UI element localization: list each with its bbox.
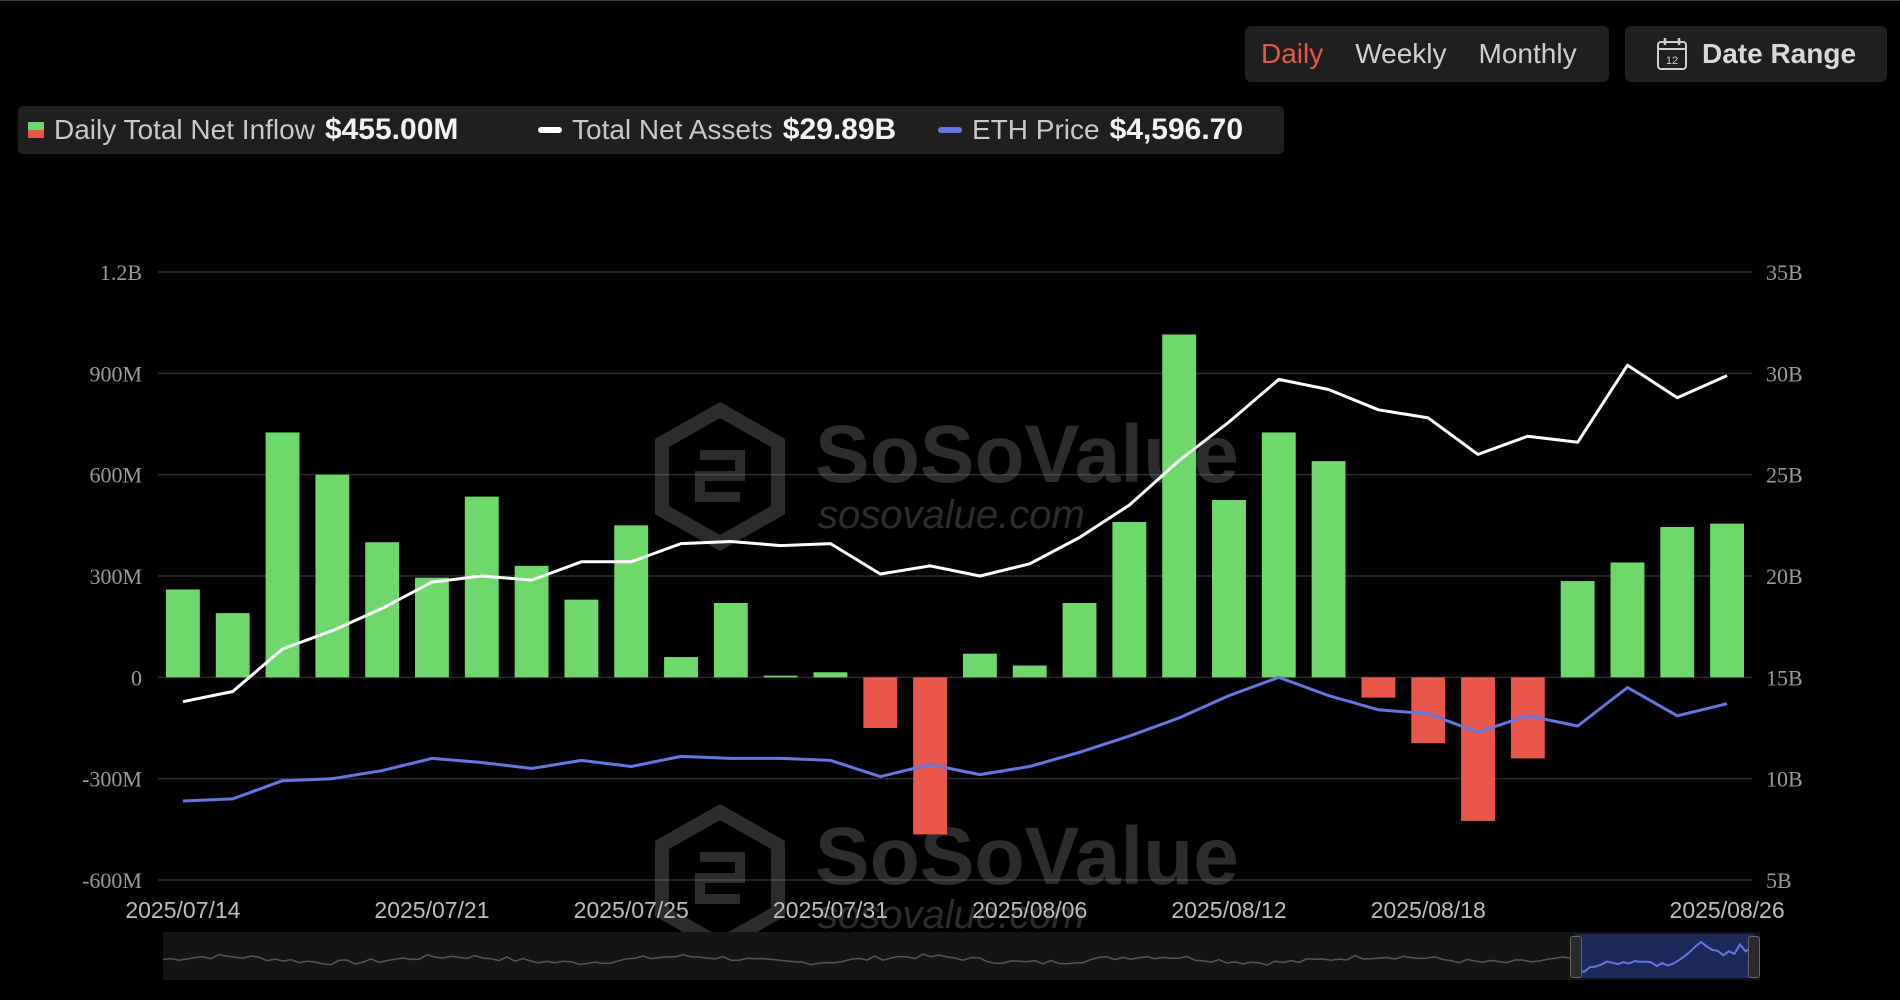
inflow-bars xyxy=(165,334,1745,835)
inflow-bar xyxy=(1610,562,1645,678)
left-axis-tick-label: 900M xyxy=(89,361,142,386)
x-axis-tick-label: 2025/08/12 xyxy=(1171,897,1286,923)
x-axis-tick-label: 2025/08/06 xyxy=(972,897,1087,923)
period-weekly-button[interactable]: Weekly xyxy=(1355,38,1447,69)
watermark-domain: sosovalue.com xyxy=(818,493,1085,537)
x-axis-tick-label: 2025/07/31 xyxy=(773,897,888,923)
range-navigator[interactable] xyxy=(162,932,1760,980)
x-axis-tick-label: 2025/08/18 xyxy=(1371,897,1486,923)
x-axis-tick-label: 2025/07/21 xyxy=(374,897,489,923)
right-axis-tick-label: 20B xyxy=(1766,564,1803,589)
legend-label: Total Net Assets xyxy=(572,114,773,145)
navigator-selection[interactable] xyxy=(1575,934,1755,978)
navigator-selection-sparkline xyxy=(1578,940,1752,973)
inflow-bar xyxy=(813,672,848,678)
axis-labels: 1.2B 35B 900M 30B 600M 25B 300M 20B 0 15B -300M 10B… xyxy=(82,260,1803,923)
inflow-bar xyxy=(1212,500,1246,678)
eth-price-line xyxy=(182,675,1728,803)
x-axis-tick-label: 2025/07/14 xyxy=(125,897,240,923)
right-axis-tick-label: 5B xyxy=(1766,868,1792,893)
left-axis-tick-label: 1.2B xyxy=(100,260,142,285)
legend-label: Daily Total Net Inflow xyxy=(54,114,315,145)
inflow-bar xyxy=(1560,581,1595,678)
right-axis-tick-label: 25B xyxy=(1766,463,1803,488)
top-divider xyxy=(0,0,1900,1)
navigator-right-handle[interactable] xyxy=(1748,936,1760,978)
left-axis-tick-label: -600M xyxy=(82,868,142,893)
legend-net-assets[interactable]: Total Net Assets $29.89B xyxy=(528,106,938,154)
line-swatch-icon xyxy=(538,127,562,133)
navigator-sparkline xyxy=(162,953,1572,966)
inflow-bar xyxy=(1162,334,1197,678)
watermark-logo-icon xyxy=(655,401,785,552)
right-axis-tick-label: 10B xyxy=(1766,767,1803,792)
inflow-bar xyxy=(1660,527,1695,678)
calendar-day: 12 xyxy=(1666,55,1678,67)
inflow-bar xyxy=(564,599,599,678)
left-axis-tick-label: 0 xyxy=(131,665,142,690)
inflow-bar xyxy=(215,613,250,678)
inflow-bar xyxy=(1261,432,1296,678)
right-axis-tick-label: 30B xyxy=(1766,361,1803,386)
date-range-label: Date Range xyxy=(1701,38,1857,69)
right-axis-tick-label: 35B xyxy=(1766,260,1803,285)
watermark-brand: SoSoValue xyxy=(815,811,1239,902)
inflow-bar xyxy=(1461,677,1495,821)
inflow-bar xyxy=(664,657,698,678)
legend-label: ETH Price xyxy=(972,114,1100,145)
calendar-icon: 12 xyxy=(1656,38,1687,70)
period-daily-button[interactable]: Daily xyxy=(1261,38,1324,69)
watermark-domain: sosovalue.com xyxy=(818,893,1085,937)
inflow-bar xyxy=(1710,523,1745,678)
x-axis-tick-label: 2025/08/26 xyxy=(1670,897,1785,923)
left-axis-tick-label: -300M xyxy=(82,767,142,792)
legend-eth-price[interactable]: ETH Price $4,596.70 xyxy=(928,106,1284,154)
inflow-bar xyxy=(962,653,997,678)
inflow-bar xyxy=(713,603,748,678)
inflow-bar xyxy=(913,677,948,835)
inflow-bar xyxy=(763,675,798,678)
line-swatch-icon xyxy=(938,127,962,133)
inflow-bar xyxy=(165,589,200,678)
inflow-bar xyxy=(464,496,499,678)
inflow-bar xyxy=(1012,665,1047,678)
inflow-bar xyxy=(1062,603,1097,678)
inflow-bar xyxy=(415,577,449,678)
series-lines xyxy=(182,363,1728,803)
period-monthly-button[interactable]: Monthly xyxy=(1478,38,1577,69)
inflow-bar xyxy=(1361,677,1396,698)
inflow-bar xyxy=(1311,461,1346,678)
inflow-bar xyxy=(265,432,300,678)
right-axis-tick-label: 15B xyxy=(1766,665,1803,690)
inflow-bar xyxy=(1112,521,1147,678)
inflow-bar xyxy=(1411,677,1446,744)
bar-swatch-icon xyxy=(28,122,44,138)
legend-value: $455.00M xyxy=(324,113,459,146)
left-axis-tick-label: 600M xyxy=(89,463,142,488)
left-axis-tick-label: 300M xyxy=(89,564,142,589)
net-assets-line xyxy=(182,363,1728,704)
legend-value: $29.89B xyxy=(782,113,897,146)
watermark-logo-icon xyxy=(655,803,785,954)
navigator-left-handle[interactable] xyxy=(1570,936,1582,978)
legend-net-inflow[interactable]: Daily Total Net Inflow $455.00M xyxy=(18,106,538,154)
legend-value: $4,596.70 xyxy=(1109,113,1244,146)
date-range-button[interactable]: 12 Date Range xyxy=(1625,26,1887,82)
inflow-bar xyxy=(614,525,649,678)
x-axis-tick-label: 2025/07/25 xyxy=(574,897,689,923)
inflow-bar xyxy=(315,474,350,678)
period-toggle: Daily Weekly Monthly xyxy=(1245,26,1609,82)
inflow-bar xyxy=(863,677,898,728)
inflow-bar xyxy=(514,565,549,678)
